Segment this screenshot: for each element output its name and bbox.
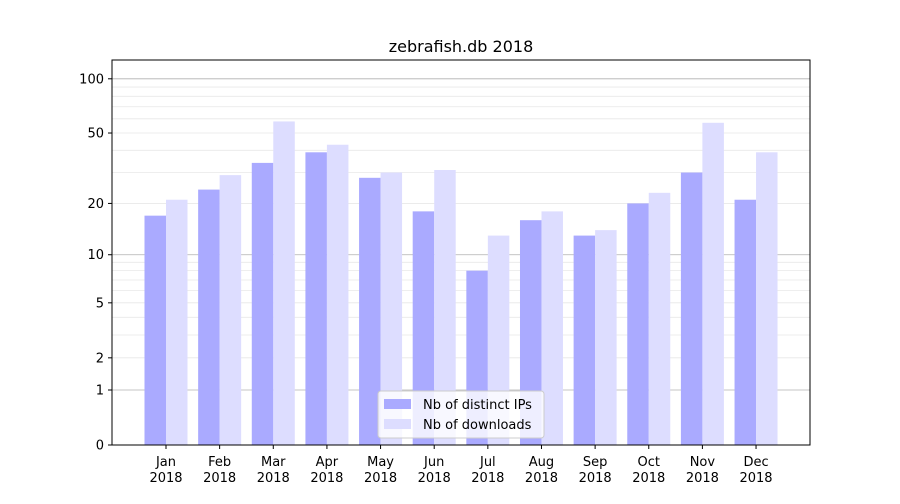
plot-frame (111, 59, 811, 446)
x-tick-label: 2018 (579, 471, 612, 486)
bar-downloads (273, 121, 295, 445)
bar-downloads (756, 152, 778, 446)
bar-ips (680, 172, 703, 445)
x-tick-label: 2018 (525, 471, 558, 486)
bar-ips (251, 162, 274, 445)
bar-downloads (380, 172, 403, 445)
x-tick-label: 2018 (203, 471, 236, 486)
y-tick-label: 20 (87, 197, 104, 212)
bar-ips (627, 203, 649, 445)
x-tick-label: 2018 (632, 471, 665, 486)
bar-downloads (541, 211, 563, 445)
bar-ips (412, 211, 435, 445)
bar-ips (573, 235, 596, 445)
x-tick-label: 2018 (257, 471, 290, 486)
x-tick-label: Jan (155, 455, 176, 470)
bar-ips (198, 189, 220, 445)
x-tick-label: 2018 (310, 471, 343, 486)
x-tick-label: Feb (208, 455, 231, 470)
y-tick-label: 100 (79, 72, 104, 87)
bar-downloads (219, 175, 242, 445)
x-tick-label: Apr (316, 455, 339, 470)
bar-ips (359, 177, 381, 446)
x-tick-label: Jun (423, 455, 444, 470)
x-tick-label: Dec (743, 455, 768, 470)
bar-ips (734, 199, 757, 445)
bar-ips (305, 152, 327, 446)
legend-label: Nb of distinct IPs (423, 398, 532, 413)
legend (377, 390, 545, 439)
y-tick-label: 10 (87, 248, 104, 263)
bar-downloads (595, 230, 617, 445)
y-tick-label: 2 (96, 351, 104, 366)
chart-title: zebrafish.db 2018 (389, 37, 534, 56)
legend-swatch (384, 419, 411, 429)
x-tick-label: May (367, 455, 394, 470)
bar-ips (144, 215, 166, 445)
x-tick-label: Nov (690, 455, 716, 470)
x-tick-label: Oct (638, 455, 660, 470)
x-tick-label: 2018 (686, 471, 719, 486)
y-tick-label: 1 (96, 384, 104, 399)
legend-swatch (384, 399, 411, 409)
y-tick-label: 0 (96, 439, 104, 454)
x-tick-label: 2018 (149, 471, 182, 486)
x-tick-label: 2018 (739, 471, 772, 486)
legend-label: Nb of downloads (423, 418, 532, 433)
bar-downloads (326, 144, 349, 445)
x-tick-label: Aug (529, 455, 554, 470)
bar-ips (519, 220, 542, 445)
x-tick-label: Jul (479, 455, 496, 470)
bar-downloads (434, 170, 456, 445)
x-tick-label: 2018 (364, 471, 397, 486)
x-tick-label: Mar (261, 455, 286, 470)
bar-downloads (166, 199, 188, 445)
bar-downloads (702, 122, 724, 446)
bar-downloads (648, 192, 671, 445)
x-tick-label: 2018 (471, 471, 504, 486)
y-tick-label: 50 (87, 127, 104, 142)
x-tick-label: 2018 (418, 471, 451, 486)
y-tick-label: 5 (96, 296, 104, 311)
x-tick-label: Sep (583, 455, 608, 470)
